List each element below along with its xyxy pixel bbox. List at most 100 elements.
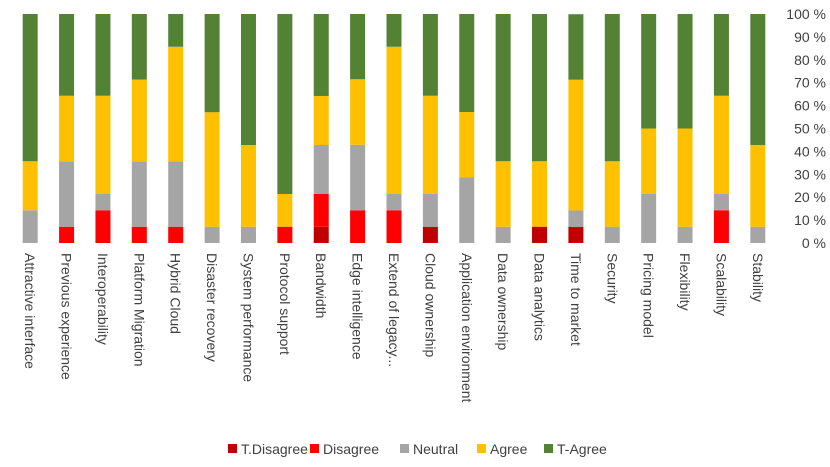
x-tick-label-bandwidth: Bandwidth (313, 253, 329, 318)
bar-stack-data-analytics (532, 14, 548, 243)
legend-label-disagree: Disagree (323, 441, 379, 457)
bar-segment-t-agree-data-ownership (495, 14, 511, 162)
bar-segment-disagree-hybrid-cloud (168, 226, 184, 243)
x-tick-label-application-environment: Application environment (459, 253, 475, 403)
bar-segment-agree-bandwidth (313, 95, 329, 145)
bar-segment-t-agree-application-environment (459, 14, 475, 113)
y-tick-label-90: 90 % (794, 29, 826, 45)
legend-item-agree: Agree (477, 441, 528, 457)
bar-stack-time-to-market (568, 14, 584, 243)
legend-item-neutral: Neutral (400, 441, 458, 457)
y-axis: 0 % 10 % 20 % 30 % 40 % 50 % 60 % 70 % 80 % 90 % 1… (786, 6, 826, 251)
y-tick-label-0: 0 % (802, 235, 826, 251)
bar-segment-t-disagree-data-analytics (532, 226, 548, 243)
legend-swatch-neutral (400, 444, 409, 453)
legend-swatch-t-disagree (228, 444, 237, 453)
x-tick-label-hybrid-cloud: Hybrid Cloud (168, 253, 184, 334)
x-tick-label-scalability: Scalability (713, 253, 729, 316)
bar-segment-t-agree-edge-intelligence (350, 14, 366, 80)
y-tick-label-10: 10 % (794, 212, 826, 228)
bar-segment-agree-application-environment (459, 112, 475, 178)
bar-segment-disagree-extend-of-legacy (386, 210, 402, 243)
bar-segment-t-agree-time-to-market (568, 14, 584, 80)
x-tick-label-platform-migration: Platform Migration (131, 253, 147, 367)
bar-segment-disagree-protocol-support (277, 226, 293, 243)
bar-segment-t-disagree-cloud-ownership (422, 226, 438, 243)
bar-stack-flexibility (677, 14, 693, 243)
x-tick-label-cloud-ownership: Cloud ownership (422, 253, 438, 357)
bar-segment-disagree-scalability (713, 210, 729, 243)
bar-segment-neutral-extend-of-legacy (386, 193, 402, 211)
y-tick-label-30: 30 % (794, 166, 826, 182)
bar-segment-agree-edge-intelligence (350, 79, 366, 145)
bar-segment-neutral-time-to-market (568, 210, 584, 227)
bar-segment-neutral-bandwidth (313, 144, 329, 194)
bar-stack-cloud-ownership (422, 14, 438, 243)
bar-segment-agree-data-analytics (532, 161, 548, 227)
bar-segment-t-agree-previous-experience (59, 14, 75, 96)
bar-segment-neutral-system-performance (240, 226, 256, 243)
bar-segment-neutral-hybrid-cloud (168, 161, 184, 227)
bar-segment-t-agree-platform-migration (131, 14, 147, 80)
x-tick-label-flexibility: Flexibility (677, 253, 693, 311)
bar-stack-extend-of-legacy (386, 14, 402, 243)
legend-item-t-agree: T-Agree (544, 441, 607, 457)
bar-segment-t-agree-disaster-recovery (204, 14, 220, 113)
bar-segment-agree-data-ownership (495, 161, 511, 227)
bar-stack-disaster-recovery (204, 14, 220, 243)
bar-segment-t-agree-extend-of-legacy (386, 14, 402, 47)
bar-stack-security (604, 14, 620, 243)
bar-segment-neutral-pricing-model (641, 193, 657, 243)
bar-segment-agree-system-performance (240, 144, 256, 227)
legend-swatch-disagree (310, 444, 319, 453)
bar-segment-t-agree-interoperability (95, 14, 111, 96)
bar-stack-previous-experience (59, 14, 75, 243)
bar-segment-t-agree-flexibility (677, 14, 693, 129)
bar-segment-t-disagree-time-to-market (568, 226, 584, 243)
x-tick-label-data-ownership: Data ownership (495, 253, 511, 350)
bar-segment-disagree-edge-intelligence (350, 210, 366, 243)
x-tick-label-disaster-recovery: Disaster recovery (204, 253, 220, 362)
legend-swatch-t-agree (544, 444, 553, 453)
bar-segment-agree-attractive-interface (22, 161, 38, 211)
bar-segment-agree-platform-migration (131, 79, 147, 162)
bar-segment-t-agree-stability (750, 14, 766, 145)
bar-stack-interoperability (95, 14, 111, 243)
bar-segment-neutral-data-ownership (495, 226, 511, 243)
bar-segment-t-agree-system-performance (240, 14, 256, 145)
legend-label-t-disagree: T.Disagree (241, 441, 308, 457)
bar-segment-neutral-platform-migration (131, 161, 147, 227)
legend-label-t-agree: T-Agree (557, 441, 607, 457)
y-tick-label-50: 50 % (794, 121, 826, 137)
x-axis: Attractive interface Previous experience I… (22, 253, 766, 403)
y-tick-label-20: 20 % (794, 189, 826, 205)
bar-segment-neutral-application-environment (459, 177, 475, 243)
bar-segment-agree-stability (750, 144, 766, 227)
bar-segment-disagree-bandwidth (313, 193, 329, 227)
bar-segment-agree-cloud-ownership (422, 95, 438, 194)
bar-segment-t-agree-hybrid-cloud (168, 14, 184, 47)
bar-segment-t-agree-attractive-interface (22, 14, 38, 162)
legend-swatch-agree (477, 444, 486, 453)
x-tick-label-pricing-model: Pricing model (641, 253, 657, 338)
x-tick-label-edge-intelligence: Edge intelligence (350, 253, 366, 360)
x-tick-label-time-to-market: Time to market (568, 253, 584, 346)
bar-segment-agree-flexibility (677, 128, 693, 227)
bar-segment-disagree-previous-experience (59, 226, 75, 243)
y-tick-label-100: 100 % (786, 6, 826, 22)
bar-stack-system-performance (240, 14, 256, 243)
bar-stack-edge-intelligence (350, 14, 366, 243)
bar-segment-t-disagree-bandwidth (313, 226, 329, 243)
x-tick-label-previous-experience: Previous experience (59, 253, 75, 380)
bar-segment-t-agree-security (604, 14, 620, 162)
legend: T.Disagree Disagree Neutral Agree T-Agree (228, 441, 607, 457)
bar-stack-scalability (713, 14, 729, 243)
y-tick-label-60: 60 % (794, 98, 826, 114)
x-tick-label-protocol-support: Protocol support (277, 253, 293, 355)
y-tick-label-40: 40 % (794, 143, 826, 159)
bar-segment-agree-pricing-model (641, 128, 657, 194)
bar-stack-protocol-support (277, 14, 293, 243)
bar-stack-pricing-model (641, 14, 657, 243)
bar-stack-stability (750, 14, 766, 243)
